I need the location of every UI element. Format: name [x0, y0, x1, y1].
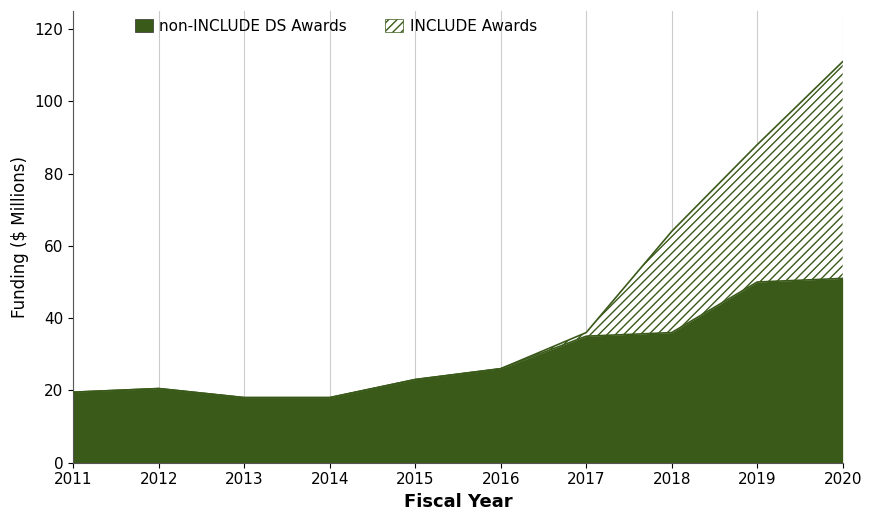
Y-axis label: Funding ($ Millions): Funding ($ Millions) — [11, 156, 29, 318]
Legend: non-INCLUDE DS Awards, INCLUDE Awards: non-INCLUDE DS Awards, INCLUDE Awards — [134, 19, 537, 34]
X-axis label: Fiscal Year: Fiscal Year — [403, 493, 512, 511]
